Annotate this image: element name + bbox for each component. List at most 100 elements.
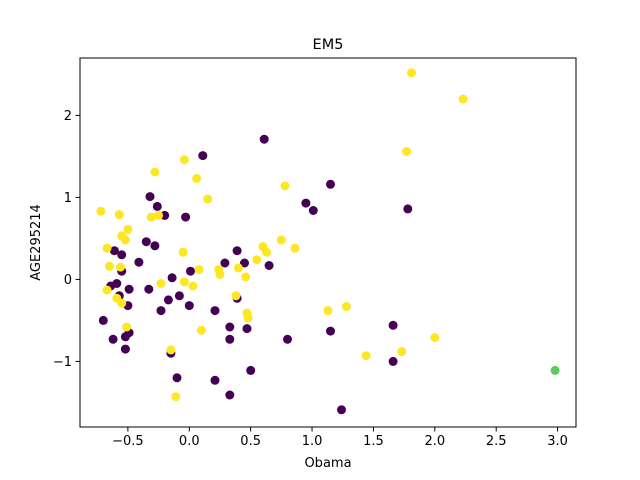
data-point	[154, 210, 164, 220]
data-point	[116, 262, 125, 272]
y-tick-label: 1	[64, 191, 72, 206]
data-point	[120, 344, 130, 354]
data-point	[341, 302, 351, 311]
data-point	[109, 246, 119, 256]
data-point	[146, 212, 156, 222]
data-point	[174, 291, 184, 301]
data-point	[163, 295, 173, 305]
data-point	[179, 277, 189, 287]
chart-title: EM5	[313, 37, 344, 53]
data-point	[264, 261, 274, 270]
data-point	[225, 390, 235, 400]
data-point	[280, 181, 290, 191]
data-point	[233, 263, 243, 273]
data-point	[246, 365, 256, 375]
data-point	[283, 334, 292, 344]
data-point	[308, 206, 318, 215]
data-point	[203, 194, 213, 204]
x-tick-label: 1.5	[363, 434, 384, 449]
data-point	[225, 334, 235, 344]
data-point	[112, 279, 122, 288]
x-tick-label: 2.0	[424, 434, 445, 449]
data-point	[171, 392, 181, 402]
data-point	[198, 151, 208, 161]
data-point	[326, 179, 335, 189]
data-point	[262, 247, 272, 257]
data-point	[166, 345, 176, 355]
data-point	[243, 313, 253, 323]
data-point	[188, 281, 198, 291]
data-point	[210, 306, 220, 316]
y-tick-label: 2	[64, 109, 72, 124]
data-point	[241, 272, 251, 282]
x-tick-label: 0.5	[240, 434, 261, 449]
data-point	[326, 326, 335, 336]
data-point	[102, 243, 112, 253]
data-point	[361, 351, 371, 361]
data-point	[122, 322, 132, 332]
data-point	[323, 306, 333, 316]
data-point	[178, 247, 188, 257]
data-point	[179, 155, 189, 165]
points-layer	[96, 68, 560, 415]
data-point	[397, 347, 407, 357]
y-tick-label: 0	[64, 273, 72, 288]
data-point	[225, 322, 235, 332]
data-point	[194, 265, 204, 275]
data-point	[150, 167, 160, 177]
data-point	[152, 201, 162, 211]
data-point	[210, 375, 220, 385]
data-point	[259, 134, 269, 144]
data-point	[172, 373, 182, 383]
data-point	[156, 306, 166, 316]
ticks-layer: −0.5 0.0 0.5 1.0 1.5 2.0 2.5 3.0 −1 0 1 2	[53, 109, 568, 449]
data-point	[108, 334, 118, 344]
data-point	[192, 174, 202, 183]
data-point	[242, 324, 252, 334]
data-point	[402, 147, 412, 156]
x-tick-label: 2.5	[486, 434, 507, 449]
data-point	[403, 204, 413, 214]
data-point	[145, 192, 155, 202]
data-point	[186, 266, 195, 276]
data-point	[102, 285, 112, 295]
data-point	[337, 405, 346, 415]
plot-frame	[79, 57, 577, 428]
data-point	[197, 325, 206, 335]
x-tick-label: 3.0	[547, 434, 568, 449]
data-point	[141, 237, 151, 247]
data-point	[181, 212, 191, 222]
data-point	[301, 198, 311, 208]
data-point	[430, 333, 440, 343]
y-tick-label: −1	[53, 355, 72, 370]
data-point	[144, 284, 154, 294]
data-point	[117, 250, 127, 260]
data-point	[215, 270, 225, 279]
data-point	[220, 258, 230, 268]
data-point	[117, 298, 127, 308]
data-point	[240, 258, 249, 268]
data-point	[276, 235, 286, 245]
data-point	[290, 243, 300, 253]
data-point	[167, 273, 177, 283]
data-point	[388, 320, 398, 330]
data-point	[120, 235, 130, 245]
data-point	[124, 284, 134, 294]
data-point	[407, 68, 416, 78]
y-axis-label: AGE295214	[29, 204, 44, 281]
data-point	[150, 241, 160, 251]
data-point	[232, 246, 242, 256]
data-point	[388, 356, 398, 366]
x-tick-label: −0.5	[112, 434, 144, 449]
data-point	[96, 206, 106, 216]
data-point	[231, 291, 241, 301]
data-point	[156, 279, 166, 288]
data-point	[98, 315, 108, 325]
data-point	[123, 224, 133, 234]
data-point	[252, 255, 262, 265]
x-axis-label: Obama	[304, 456, 351, 471]
data-point	[105, 261, 114, 271]
x-tick-label: 0.0	[179, 434, 200, 449]
